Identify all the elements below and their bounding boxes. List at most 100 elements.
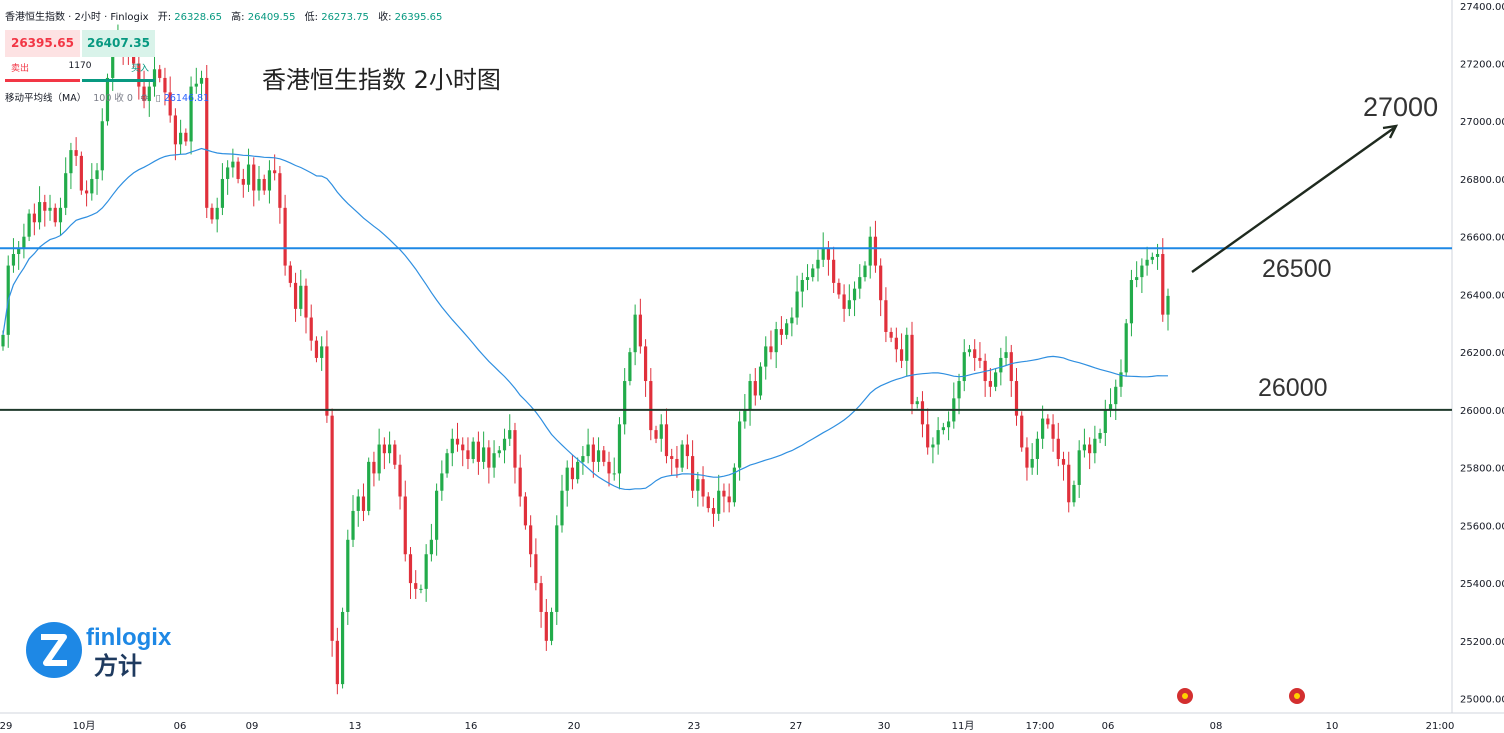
candle[interactable] bbox=[466, 450, 470, 459]
candle[interactable] bbox=[293, 282, 298, 309]
candle[interactable] bbox=[335, 640, 339, 685]
candle[interactable] bbox=[1129, 280, 1134, 324]
candle[interactable] bbox=[90, 178, 94, 194]
candle[interactable] bbox=[241, 178, 245, 185]
candle[interactable] bbox=[1004, 352, 1008, 358]
candle[interactable] bbox=[1025, 447, 1029, 468]
candle[interactable] bbox=[414, 583, 418, 589]
candle[interactable] bbox=[1077, 450, 1081, 485]
candle[interactable] bbox=[236, 161, 240, 179]
candle[interactable] bbox=[1035, 438, 1039, 459]
candle[interactable] bbox=[387, 444, 392, 454]
candle[interactable] bbox=[450, 438, 454, 454]
candle[interactable] bbox=[732, 467, 736, 503]
candle[interactable] bbox=[973, 349, 977, 358]
candle[interactable] bbox=[1061, 458, 1066, 465]
candle[interactable] bbox=[586, 444, 590, 457]
trend-arrow[interactable] bbox=[1191, 124, 1399, 273]
price-axis[interactable]: 27400.00 27200.00 27000.00 26800.00 26600.00… bbox=[1460, 2, 1504, 706]
candle[interactable] bbox=[220, 178, 225, 208]
candle[interactable] bbox=[617, 424, 622, 474]
delete-icon[interactable]: ▯ bbox=[155, 93, 161, 104]
candle[interactable] bbox=[37, 202, 42, 223]
candle[interactable] bbox=[69, 150, 73, 174]
candle[interactable] bbox=[999, 357, 1003, 373]
candle[interactable] bbox=[523, 496, 528, 526]
candle[interactable] bbox=[685, 444, 689, 457]
candle[interactable] bbox=[27, 213, 31, 237]
candle[interactable] bbox=[790, 317, 794, 324]
candle[interactable] bbox=[623, 381, 627, 425]
candle[interactable] bbox=[513, 430, 517, 468]
candle[interactable] bbox=[1124, 323, 1128, 373]
candle[interactable] bbox=[915, 401, 919, 405]
candle[interactable] bbox=[461, 444, 465, 451]
candle[interactable] bbox=[994, 372, 998, 387]
candle[interactable] bbox=[706, 496, 710, 509]
candle[interactable] bbox=[205, 77, 209, 208]
candle[interactable] bbox=[879, 265, 883, 301]
candle[interactable] bbox=[701, 479, 705, 497]
candle[interactable] bbox=[346, 539, 350, 612]
buy-button[interactable]: 买入 bbox=[131, 64, 150, 74]
candle[interactable] bbox=[936, 430, 940, 445]
candle[interactable] bbox=[1067, 464, 1071, 503]
candle[interactable] bbox=[926, 424, 930, 448]
candle[interactable] bbox=[612, 473, 616, 475]
candle[interactable] bbox=[821, 248, 825, 260]
candle[interactable] bbox=[403, 496, 407, 555]
event-markers[interactable] bbox=[1177, 688, 1305, 704]
candle[interactable] bbox=[988, 381, 992, 387]
candle[interactable] bbox=[252, 164, 256, 191]
candle[interactable] bbox=[1103, 409, 1107, 433]
candle[interactable] bbox=[967, 349, 972, 353]
candle[interactable] bbox=[858, 277, 862, 289]
candle[interactable] bbox=[48, 207, 52, 211]
candle[interactable] bbox=[320, 346, 324, 358]
candle[interactable] bbox=[152, 69, 157, 87]
candle[interactable] bbox=[811, 268, 815, 278]
candle[interactable] bbox=[361, 496, 366, 511]
candle[interactable] bbox=[581, 456, 585, 462]
candle[interactable] bbox=[899, 349, 904, 361]
candle[interactable] bbox=[649, 381, 653, 431]
candle[interactable] bbox=[471, 441, 475, 459]
candle[interactable] bbox=[711, 508, 716, 514]
candle[interactable] bbox=[565, 467, 569, 491]
candle[interactable] bbox=[455, 438, 460, 445]
candle[interactable] bbox=[372, 461, 376, 474]
candle[interactable] bbox=[654, 430, 658, 439]
candle[interactable] bbox=[440, 473, 444, 491]
candle[interactable] bbox=[1088, 444, 1092, 454]
candle[interactable] bbox=[424, 554, 428, 589]
candle[interactable] bbox=[340, 611, 345, 685]
candle[interactable] bbox=[785, 323, 789, 335]
candle[interactable] bbox=[189, 86, 193, 142]
candle[interactable] bbox=[1098, 432, 1102, 439]
candle[interactable] bbox=[377, 444, 381, 474]
candle[interactable] bbox=[64, 173, 68, 208]
candle[interactable] bbox=[863, 265, 867, 278]
candle[interactable] bbox=[738, 421, 742, 468]
candle[interactable] bbox=[596, 450, 601, 462]
candle[interactable] bbox=[680, 444, 684, 468]
candle[interactable] bbox=[435, 490, 439, 540]
candle[interactable] bbox=[1135, 277, 1139, 281]
candle[interactable] bbox=[1041, 418, 1045, 439]
candle[interactable] bbox=[215, 207, 219, 220]
candle[interactable] bbox=[884, 300, 888, 332]
candle[interactable] bbox=[476, 441, 481, 462]
candle[interactable] bbox=[95, 170, 99, 179]
candle[interactable] bbox=[905, 334, 909, 361]
candle[interactable] bbox=[393, 444, 397, 465]
candle[interactable] bbox=[1046, 418, 1050, 425]
candle[interactable] bbox=[408, 554, 413, 584]
candle[interactable] bbox=[832, 259, 836, 283]
candle[interactable] bbox=[1051, 424, 1055, 439]
candle[interactable] bbox=[670, 456, 674, 459]
candle[interactable] bbox=[602, 450, 606, 462]
candle[interactable] bbox=[779, 329, 784, 335]
candle[interactable] bbox=[330, 415, 334, 641]
candle[interactable] bbox=[795, 291, 799, 318]
